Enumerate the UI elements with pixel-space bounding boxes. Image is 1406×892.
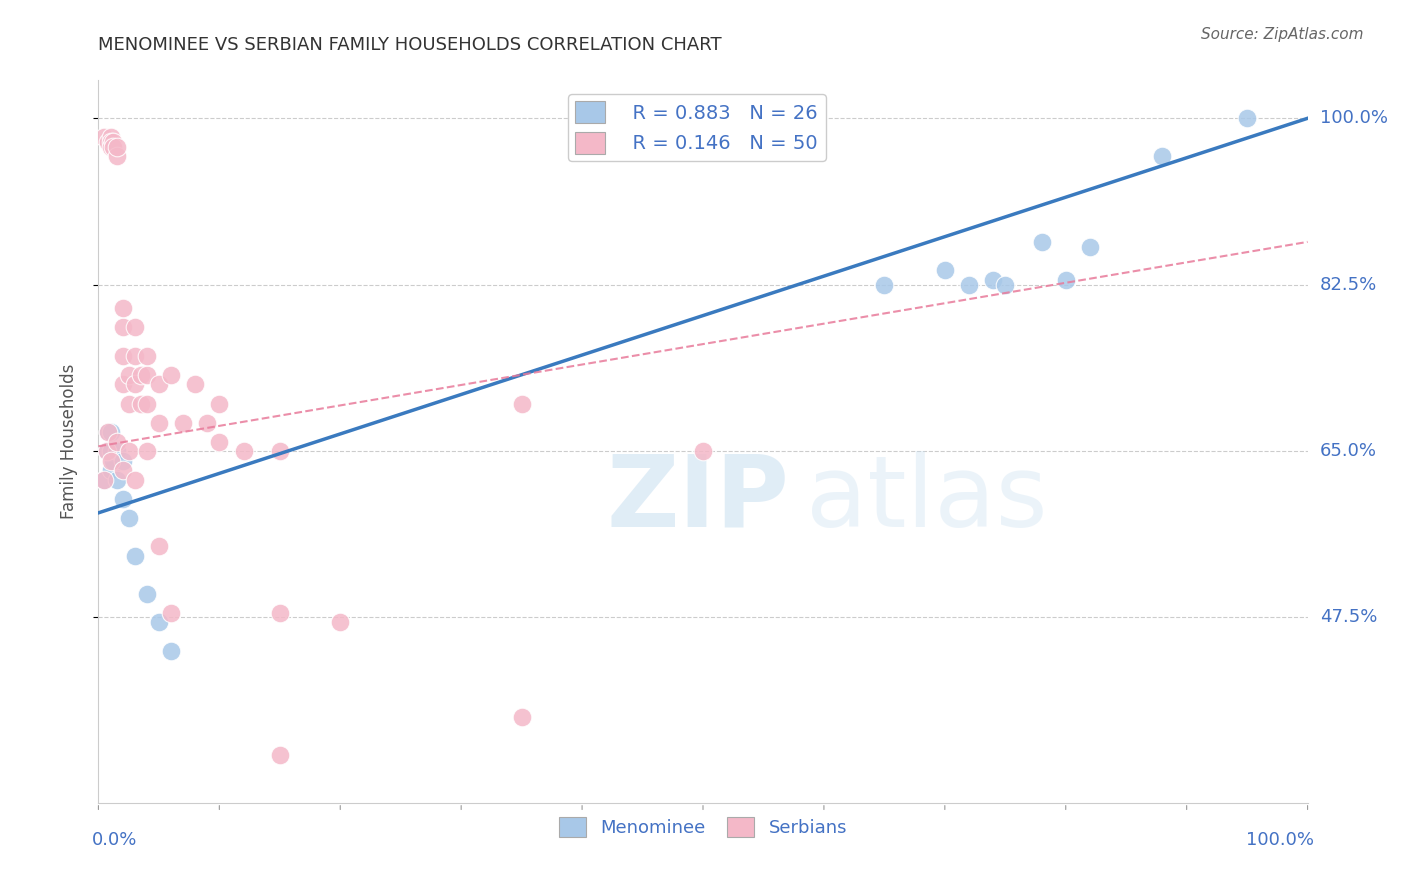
- Point: [1078, 240, 1101, 254]
- Point: [195, 416, 218, 430]
- Point: [208, 434, 231, 449]
- Point: [329, 615, 352, 630]
- Point: [160, 643, 183, 657]
- Point: [100, 453, 122, 467]
- Text: Source: ZipAtlas.com: Source: ZipAtlas.com: [1201, 27, 1364, 42]
- Point: [105, 140, 128, 154]
- Point: [96, 444, 118, 458]
- Point: [100, 463, 122, 477]
- Point: [105, 434, 128, 449]
- Point: [93, 473, 115, 487]
- Point: [118, 396, 141, 410]
- Text: 100.0%: 100.0%: [1320, 110, 1388, 128]
- Point: [124, 377, 146, 392]
- Point: [510, 710, 533, 724]
- Point: [208, 396, 231, 410]
- Point: [101, 140, 124, 154]
- Point: [97, 135, 120, 149]
- Point: [172, 416, 194, 430]
- Point: [100, 130, 122, 145]
- Point: [118, 444, 141, 458]
- Point: [105, 149, 128, 163]
- Text: ZIP: ZIP: [606, 450, 789, 548]
- Point: [100, 140, 122, 154]
- Point: [510, 396, 533, 410]
- Text: 82.5%: 82.5%: [1320, 276, 1376, 293]
- Point: [1152, 149, 1174, 163]
- Point: [129, 396, 152, 410]
- Point: [148, 416, 170, 430]
- Point: [1054, 273, 1077, 287]
- Point: [100, 425, 122, 439]
- Point: [994, 277, 1017, 292]
- Point: [93, 473, 115, 487]
- Point: [111, 320, 134, 334]
- Point: [111, 453, 134, 467]
- Point: [692, 444, 714, 458]
- Point: [111, 301, 134, 316]
- Point: [981, 273, 1004, 287]
- Point: [124, 549, 146, 563]
- Point: [105, 444, 128, 458]
- Y-axis label: Family Households: Family Households: [59, 364, 77, 519]
- Point: [934, 263, 956, 277]
- Text: 65.0%: 65.0%: [1320, 442, 1376, 460]
- Point: [101, 453, 124, 467]
- Point: [111, 377, 134, 392]
- Text: 0.0%: 0.0%: [93, 831, 138, 849]
- Point: [97, 425, 120, 439]
- Point: [111, 349, 134, 363]
- Point: [129, 368, 152, 382]
- Point: [232, 444, 254, 458]
- Text: atlas: atlas: [806, 450, 1047, 548]
- Point: [97, 425, 120, 439]
- Point: [184, 377, 207, 392]
- Text: 100.0%: 100.0%: [1246, 831, 1313, 849]
- Point: [269, 748, 291, 763]
- Point: [93, 130, 115, 145]
- Point: [148, 539, 170, 553]
- Point: [160, 368, 183, 382]
- Point: [269, 444, 291, 458]
- Point: [118, 368, 141, 382]
- Point: [135, 587, 157, 601]
- Legend: Menominee, Serbians: Menominee, Serbians: [551, 810, 855, 845]
- Point: [100, 444, 122, 458]
- Point: [124, 320, 146, 334]
- Point: [101, 135, 124, 149]
- Point: [124, 473, 146, 487]
- Point: [148, 615, 170, 630]
- Point: [111, 491, 134, 506]
- Point: [160, 606, 183, 620]
- Point: [135, 368, 157, 382]
- Text: MENOMINEE VS SERBIAN FAMILY HOUSEHOLDS CORRELATION CHART: MENOMINEE VS SERBIAN FAMILY HOUSEHOLDS C…: [98, 36, 723, 54]
- Point: [148, 377, 170, 392]
- Point: [957, 277, 980, 292]
- Point: [873, 277, 896, 292]
- Point: [1031, 235, 1053, 249]
- Point: [111, 463, 134, 477]
- Point: [105, 473, 128, 487]
- Point: [124, 349, 146, 363]
- Point: [100, 135, 122, 149]
- Point: [269, 606, 291, 620]
- Point: [96, 444, 118, 458]
- Text: 47.5%: 47.5%: [1320, 608, 1376, 626]
- Point: [135, 444, 157, 458]
- Point: [1236, 112, 1258, 126]
- Point: [118, 510, 141, 524]
- Point: [135, 349, 157, 363]
- Point: [135, 396, 157, 410]
